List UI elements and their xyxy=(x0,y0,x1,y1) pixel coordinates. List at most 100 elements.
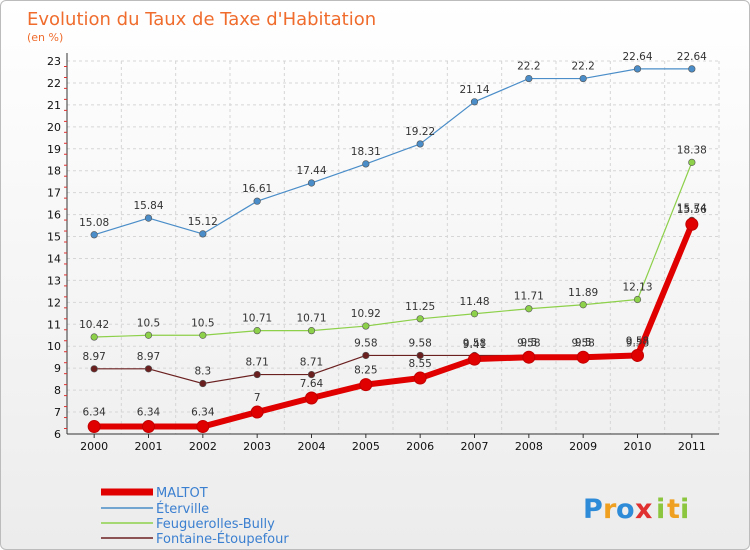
data-label: 8.3 xyxy=(194,366,211,378)
series-line xyxy=(94,223,695,430)
data-label: 10.71 xyxy=(242,313,272,325)
legend: MALTOTÉtervilleFeuguerolles-BullyFontain… xyxy=(101,486,289,547)
data-label: 8.97 xyxy=(137,351,160,363)
data-point xyxy=(307,370,316,379)
data-point xyxy=(416,140,424,148)
data-label: 9.5 xyxy=(575,337,592,349)
data-point xyxy=(470,98,479,106)
y-tick-label: 18 xyxy=(47,165,61,178)
data-label: 7 xyxy=(254,392,261,404)
data-label: 10.5 xyxy=(137,317,160,329)
series-line xyxy=(94,162,693,338)
data-point xyxy=(199,230,207,238)
data-label: 9.58 xyxy=(517,337,540,349)
logo-letter: r xyxy=(603,494,617,525)
logo-letter: o xyxy=(616,494,636,525)
logo-letter: t xyxy=(667,494,681,525)
data-point xyxy=(633,65,642,73)
data-label: 10.71 xyxy=(296,313,326,325)
series-1: 15.08 15.84 15.12 16.61 17.44 18.31 19.22 21.14… xyxy=(79,51,707,239)
x-tick-label: 2008 xyxy=(515,440,543,453)
data-label: 9.5 xyxy=(520,337,537,349)
y-tick-label: 17 xyxy=(47,187,61,200)
data-point xyxy=(688,158,696,166)
data-point xyxy=(142,420,155,434)
data-point xyxy=(416,351,424,360)
y-tick-label: 12 xyxy=(47,296,61,309)
legend-label: Éterville xyxy=(156,501,209,517)
data-label: 16.61 xyxy=(242,183,272,195)
data-label: 8.97 xyxy=(82,351,105,363)
data-point xyxy=(196,420,210,434)
x-tick-label: 2002 xyxy=(189,440,217,453)
legend-label: Feuguerolles-Bully xyxy=(156,517,275,532)
data-label: 6.34 xyxy=(82,407,106,419)
data-label: 18.38 xyxy=(677,144,707,156)
x-tick-label: 2003 xyxy=(243,440,271,453)
y-tick-label: 15 xyxy=(47,231,61,244)
data-point xyxy=(579,74,587,83)
data-label: 22.2 xyxy=(571,61,594,73)
data-point xyxy=(525,74,533,83)
data-point xyxy=(250,405,264,419)
data-label: 9.58 xyxy=(571,337,594,349)
x-tick-label: 2007 xyxy=(461,440,489,453)
y-tick-label: 14 xyxy=(47,252,61,265)
data-point xyxy=(579,301,587,309)
data-label: 15.12 xyxy=(188,216,218,228)
series-line xyxy=(93,68,692,236)
data-label: 15.56 xyxy=(677,204,707,216)
legend-label: MALTOT xyxy=(156,486,208,501)
data-label: 18.31 xyxy=(351,146,381,158)
data-point xyxy=(305,391,318,405)
y-tick-label: 8 xyxy=(54,384,61,397)
data-label: 7.64 xyxy=(300,378,324,390)
data-point xyxy=(90,231,98,239)
logo-letter: i xyxy=(680,494,690,525)
data-label: 15.84 xyxy=(133,200,163,212)
data-point xyxy=(688,65,696,73)
x-tick-label: 2006 xyxy=(406,440,434,453)
data-point xyxy=(468,352,481,366)
data-label: 11.25 xyxy=(405,301,435,313)
data-point xyxy=(631,348,644,362)
y-tick-label: 23 xyxy=(47,55,61,68)
chart-title: Evolution du Taux de Taxe d'Habitation xyxy=(27,9,376,30)
y-tick-label: 11 xyxy=(47,318,61,331)
data-label: 9.41 xyxy=(463,339,486,351)
series-group: 15.08 15.84 15.12 16.61 17.44 18.31 19.22 21.14… xyxy=(79,51,707,434)
y-tick-label: 19 xyxy=(47,143,61,156)
x-tick-label: 2011 xyxy=(678,440,706,453)
data-point xyxy=(253,370,261,379)
data-point xyxy=(307,179,316,187)
data-label: 8.25 xyxy=(354,365,377,377)
logo-letter: x xyxy=(635,494,653,525)
data-point xyxy=(87,420,101,434)
x-tick-label: 2000 xyxy=(80,440,108,453)
x-tick-label: 2009 xyxy=(569,440,597,453)
chart-subtitle: (en %) xyxy=(27,31,63,44)
data-label: 12.13 xyxy=(622,282,652,294)
data-label: 8.55 xyxy=(408,358,431,370)
data-label: 22.64 xyxy=(622,51,652,63)
data-point xyxy=(685,217,699,231)
logo-letter: i xyxy=(656,494,666,525)
y-tick-label: 21 xyxy=(47,99,61,112)
data-point xyxy=(359,378,373,392)
data-label: 15.08 xyxy=(79,217,109,229)
series-2: 10.42 10.5 10.5 10.71 10.71 10.92 11.25 11.48 11… xyxy=(79,144,707,341)
logo-letter: P xyxy=(583,494,604,525)
data-point xyxy=(525,305,533,313)
x-tick-label: 2005 xyxy=(352,440,380,453)
data-point xyxy=(362,322,370,330)
data-label: 10.42 xyxy=(79,319,109,331)
y-tick-label: 10 xyxy=(47,340,61,353)
data-point xyxy=(633,295,642,304)
x-tick-label: 2010 xyxy=(624,440,652,453)
data-point xyxy=(253,197,261,205)
y-tick-label: 13 xyxy=(47,274,61,287)
